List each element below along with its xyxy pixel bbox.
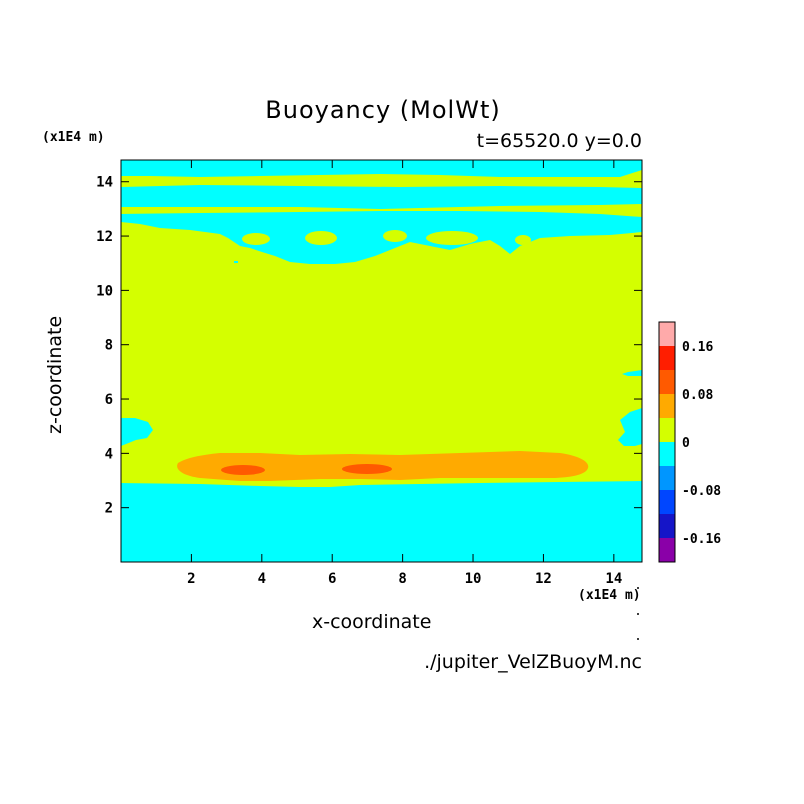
y-ticks: 2 4 6 8 10 12 14 [96,175,642,517]
colorbar-label: 0 [682,436,690,451]
y-tick-label: 14 [96,175,113,191]
x-tick-label: 6 [328,571,336,587]
y-unit-label: (x1E4 m) [42,130,105,145]
region-island-1 [242,233,270,245]
marker-dot [637,638,639,640]
x-tick-label: 8 [398,571,406,587]
colorbar-label: 0.16 [682,340,713,355]
colorbar-label: -0.16 [682,532,721,547]
y-tick-label: 8 [105,338,113,354]
region-left-negative-patch [121,418,153,446]
contour-field [121,160,642,562]
x-tick-label: 2 [187,571,195,587]
region-upper-negative-band [121,185,642,209]
y-axis-label: z-coordinate [44,315,66,434]
colorbar-swatch [659,442,675,466]
region-island-4 [426,231,478,245]
y-tick-label: 6 [105,392,113,408]
region-right-small-patch [622,370,642,376]
x-unit-label: (x1E4 m) [578,588,641,603]
region-island-5 [515,235,531,245]
region-upper-negative-lobes [121,211,642,264]
x-tick-label: 10 [465,571,482,587]
region-lower-negative-layer [121,481,642,562]
colorbar-swatch [659,514,675,538]
colorbar-swatch [659,418,675,442]
x-tick-label: 12 [535,571,552,587]
colorbar-swatch [659,370,675,394]
x-tick-label: 4 [258,571,266,587]
marker-dot [637,613,639,615]
region-island-3 [383,230,407,242]
x-axis-label: x-coordinate [312,611,432,633]
x-ticks: 2 4 6 8 10 12 14 [187,160,622,587]
region-core-1 [221,465,265,475]
colorbar-swatch [659,466,675,490]
colorbar-swatch [659,538,675,562]
marker-dot [637,587,639,589]
x-tick-label: 14 [605,571,622,587]
chart-title: Buoyancy (MolWt) [265,96,501,124]
colorbar-swatch [659,346,675,370]
colorbar-swatch [659,394,675,418]
y-tick-label: 2 [105,501,113,517]
source-filename: ./jupiter_VelZBuoyM.nc [424,651,642,673]
colorbar-label: 0.08 [682,388,713,403]
plot-frame [120,159,643,563]
y-tick-label: 12 [96,229,113,245]
colorbar-frame [658,321,676,563]
colorbar: 0.16 0.08 0 -0.08 -0.16 [658,321,721,563]
colorbar-label: -0.08 [682,484,721,499]
chart-subtitle: t=65520.0 y=0.0 [476,130,642,152]
colorbar-swatch [659,490,675,514]
region-tiny-dot [234,261,238,263]
region-right-negative-patch [618,408,642,446]
y-tick-label: 10 [96,283,113,299]
region-core-2 [342,464,392,474]
y-tick-label: 4 [105,446,113,462]
colorbar-swatch [659,322,675,346]
region-island-2 [305,231,337,245]
region-upper-negative-layer [121,160,642,177]
